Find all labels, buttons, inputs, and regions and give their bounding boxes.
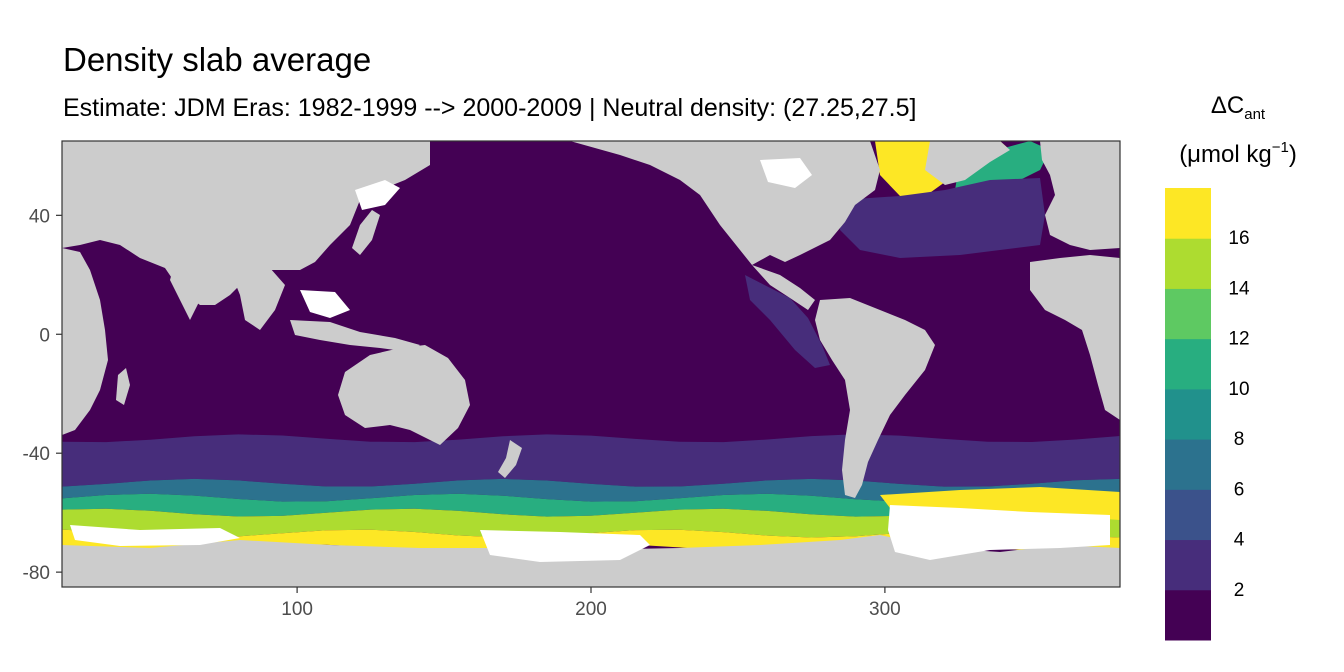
land-southeast-asia <box>230 268 285 330</box>
legend-break-label: 12 <box>1228 329 1249 350</box>
land-africa <box>62 248 108 435</box>
x-tick-label: 100 <box>281 599 313 620</box>
land-greenland <box>925 141 1010 185</box>
y-tick-label: -80 <box>23 563 50 584</box>
x-axis: 100 200 300 <box>281 587 901 620</box>
legend-unit: (μmol kg−1) <box>1179 139 1297 168</box>
y-axis: 40 0 -40 -80 <box>23 206 62 584</box>
land-layer <box>62 141 1120 587</box>
legend-unit-prefix: (μmol kg <box>1179 141 1272 168</box>
legend-break-label: 10 <box>1228 379 1249 400</box>
map-panel <box>61 140 1121 588</box>
y-tick-label: -40 <box>23 444 50 465</box>
y-tick-label: 0 <box>39 325 50 346</box>
hotspot-region <box>955 141 1050 195</box>
land-australia <box>338 345 470 445</box>
legend-unit-suffix: ) <box>1289 141 1297 168</box>
legend-color-step <box>1165 288 1211 340</box>
legend-title-sub: ant <box>1244 106 1266 123</box>
legend-color-step <box>1165 589 1211 641</box>
y-tick-label: 40 <box>29 206 50 227</box>
legend-colorbar: 2 4 6 8 10 12 14 16 <box>1165 188 1250 641</box>
no-data-east-antarctic <box>70 525 240 546</box>
legend-color-step <box>1165 439 1211 490</box>
zonal-band <box>62 434 1120 487</box>
land-central-america <box>752 265 815 310</box>
color-legend: ΔCant (μmol kg−1) 2 4 6 8 10 12 14 16 <box>1165 92 1297 641</box>
zonal-band <box>62 493 1120 517</box>
legend-break-label: 14 <box>1228 278 1250 299</box>
land-antarctica <box>62 535 1120 587</box>
no-data-weddell-shelf <box>888 505 1110 560</box>
legend-color-step <box>1165 188 1211 239</box>
no-data-indonesian-seas <box>300 290 350 318</box>
legend-color-step <box>1165 489 1211 541</box>
land-japan <box>352 210 380 255</box>
legend-break-label: 4 <box>1234 530 1245 551</box>
legend-color-step <box>1165 539 1211 591</box>
hotspot-region <box>745 275 830 368</box>
no-data-sea-of-okhotsk <box>355 180 400 210</box>
legend-break-label: 16 <box>1228 228 1249 249</box>
legend-color-step <box>1165 238 1211 289</box>
land-madagascar <box>116 368 130 405</box>
x-tick-label: 200 <box>575 599 607 620</box>
chart-subtitle: Estimate: JDM Eras: 1982-1999 --> 2000-2… <box>63 94 917 122</box>
zonal-band <box>62 508 1120 538</box>
land-india <box>170 262 215 320</box>
legend-break-label: 8 <box>1234 429 1245 450</box>
no-data-layer <box>70 158 1110 562</box>
chart-title: Density slab average <box>63 41 372 78</box>
legend-color-step <box>1165 338 1211 390</box>
x-tick-label: 300 <box>869 599 901 620</box>
land-indonesia <box>290 320 420 352</box>
land-new-zealand <box>498 440 522 478</box>
legend-title-main: ΔC <box>1211 92 1244 119</box>
land-west-africa <box>1030 255 1120 420</box>
legend-color-step <box>1165 388 1211 440</box>
land-south-america <box>815 298 935 498</box>
no-data-hudson-bay <box>760 158 812 188</box>
land-asia <box>62 141 430 305</box>
no-data-ross-shelf <box>480 530 650 562</box>
regional-hotspots <box>745 141 1120 520</box>
land-europe <box>1040 141 1120 250</box>
hotspot-region <box>840 178 1045 258</box>
legend-unit-sup: −1 <box>1272 139 1289 156</box>
legend-title: ΔCant <box>1211 92 1266 123</box>
legend-break-label: 6 <box>1234 479 1245 500</box>
hotspot-region <box>880 487 1120 520</box>
legend-break-label: 2 <box>1234 580 1245 601</box>
